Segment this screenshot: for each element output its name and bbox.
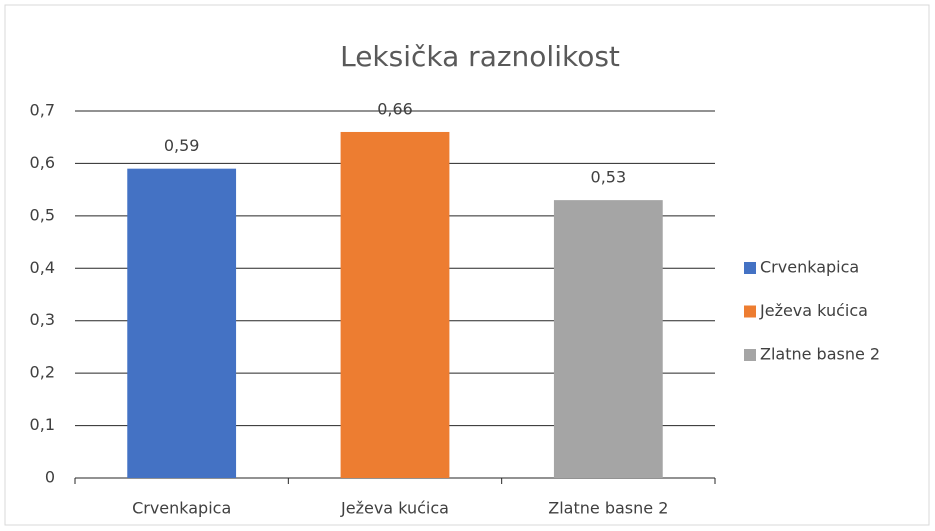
- y-tick-label: 0,6: [30, 153, 55, 172]
- legend-swatch: [744, 349, 756, 361]
- x-tick-label: Crvenkapica: [132, 499, 231, 518]
- chart-title: Leksička raznolikost: [340, 40, 620, 73]
- legend-label: Zlatne basne 2: [760, 345, 880, 364]
- legend-swatch: [744, 305, 756, 318]
- x-tick-label: Ježeva kućica: [340, 499, 449, 518]
- y-tick-label: 0,3: [30, 310, 55, 329]
- value-label: 0,66: [377, 99, 413, 118]
- bar: [553, 200, 663, 478]
- y-tick-label: 0: [45, 468, 55, 487]
- bar: [340, 131, 450, 478]
- legend-swatch: [744, 262, 756, 274]
- legend-label: Crvenkapica: [760, 258, 859, 277]
- bar: [127, 168, 237, 478]
- y-tick-label: 0,7: [30, 101, 55, 120]
- value-label: 0,53: [591, 168, 627, 187]
- legend-label: Ježeva kućica: [759, 301, 868, 320]
- y-tick-label: 0,5: [30, 205, 55, 224]
- value-label: 0,59: [164, 136, 200, 155]
- y-tick-label: 0,4: [30, 258, 55, 277]
- y-tick-label: 0,1: [30, 415, 55, 434]
- y-tick-label: 0,2: [30, 363, 55, 382]
- x-tick-label: Zlatne basne 2: [548, 499, 668, 518]
